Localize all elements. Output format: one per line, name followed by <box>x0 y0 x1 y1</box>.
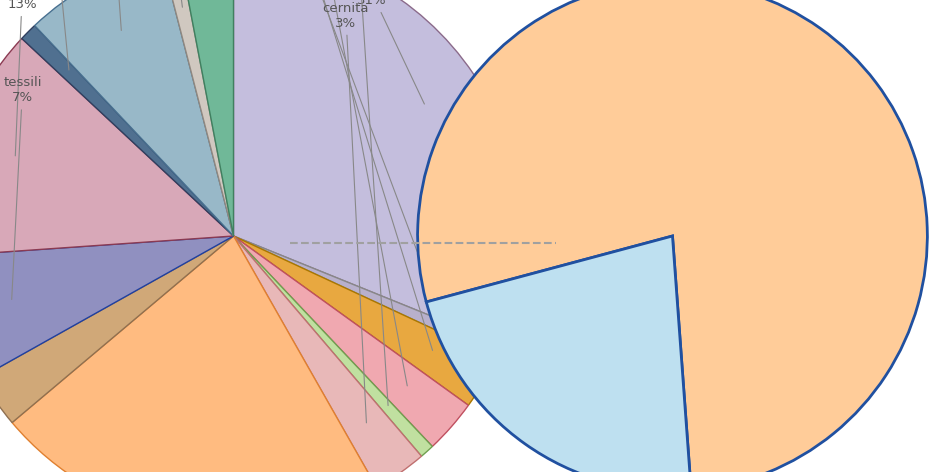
Wedge shape <box>0 39 234 256</box>
Text: tessili
7%: tessili 7% <box>3 76 42 300</box>
Wedge shape <box>0 236 234 378</box>
Wedge shape <box>234 236 496 405</box>
Wedge shape <box>234 0 523 345</box>
Text: RUP
3%: RUP 3% <box>267 0 432 350</box>
Wedge shape <box>426 236 691 472</box>
Text: carta/cartone
31%: carta/cartone 31% <box>327 0 424 104</box>
Text: traccianti
0%: traccianti 0% <box>327 0 390 405</box>
Wedge shape <box>0 236 234 422</box>
Wedge shape <box>234 236 502 358</box>
Wedge shape <box>234 236 421 472</box>
Text: sottovaglio
3%: sottovaglio 3% <box>277 0 407 386</box>
Wedge shape <box>162 0 234 236</box>
Text: plastica
imballaggio
13%: plastica imballaggio 13% <box>0 0 62 156</box>
Wedge shape <box>21 25 234 236</box>
Wedge shape <box>35 0 234 236</box>
Text: ALTRA RD
0%: ALTRA RD 0% <box>222 0 445 326</box>
Text: inerti
1%: inerti 1% <box>141 0 182 7</box>
Wedge shape <box>179 0 234 236</box>
Text: vetro
8%: vetro 8% <box>91 0 126 31</box>
Wedge shape <box>234 236 432 456</box>
Wedge shape <box>12 236 376 472</box>
Wedge shape <box>234 236 468 447</box>
Wedge shape <box>417 0 927 472</box>
Text: plastica altro
1%: plastica altro 1% <box>9 0 95 70</box>
Text: resto di
cernita
3%: resto di cernita 3% <box>320 0 371 423</box>
